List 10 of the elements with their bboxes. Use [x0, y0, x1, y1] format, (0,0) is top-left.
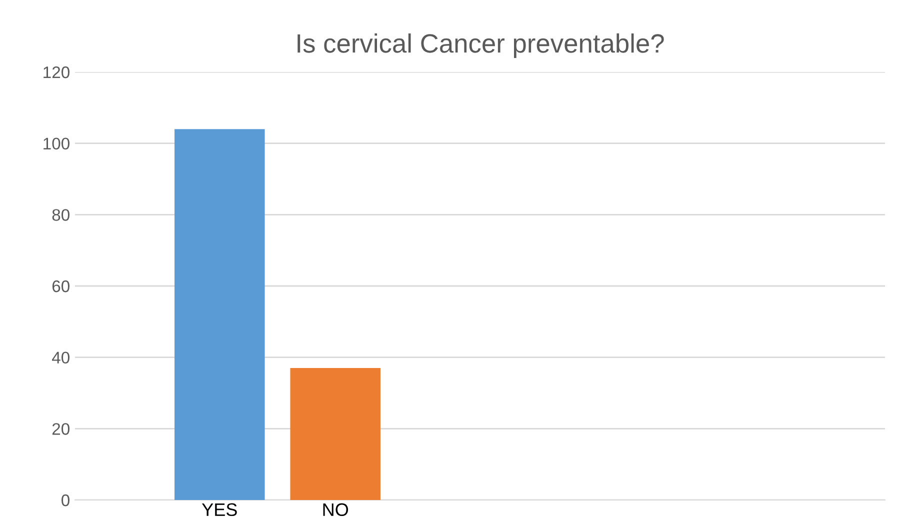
y-tick-label: 20	[52, 423, 70, 435]
y-tick-label: 40	[52, 352, 70, 364]
chart-title: Is cervical Cancer preventable?	[298, 33, 664, 58]
y-tick-label: 100	[44, 138, 70, 150]
y-tick-label: 80	[52, 209, 70, 221]
y-tick-label: 120	[44, 66, 70, 78]
y-tick-label: 0	[62, 494, 70, 506]
y-tick-label: 60	[52, 280, 70, 292]
x-tick-label: YES	[202, 503, 237, 516]
x-tick-label: NO	[323, 503, 348, 516]
